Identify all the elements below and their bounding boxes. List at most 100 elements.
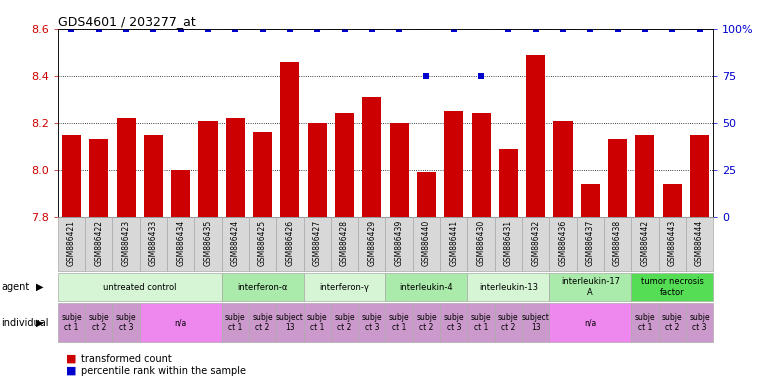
Bar — [304, 217, 331, 271]
Point — [393, 26, 406, 32]
Point — [365, 26, 378, 32]
Point — [147, 26, 160, 32]
Point — [120, 26, 133, 32]
Bar — [444, 111, 463, 217]
Bar — [467, 217, 495, 271]
Text: subje
ct 2: subje ct 2 — [252, 313, 273, 332]
Text: ▶: ▶ — [36, 318, 44, 328]
Point — [420, 73, 433, 79]
Bar — [495, 217, 522, 271]
Bar — [658, 217, 686, 271]
Text: GSM886435: GSM886435 — [204, 220, 213, 266]
Bar — [359, 217, 386, 271]
Text: subje
ct 2: subje ct 2 — [334, 313, 355, 332]
Bar — [440, 217, 467, 271]
Text: interleukin-4: interleukin-4 — [399, 283, 453, 291]
Bar — [58, 217, 85, 271]
Text: agent: agent — [2, 282, 30, 292]
Text: tumor necrosis
factor: tumor necrosis factor — [641, 277, 704, 297]
Text: GSM886440: GSM886440 — [422, 220, 431, 266]
Bar — [440, 303, 467, 342]
Point — [557, 26, 569, 32]
Text: subje
ct 2: subje ct 2 — [498, 313, 519, 332]
Bar — [686, 217, 713, 271]
Text: subje
ct 2: subje ct 2 — [662, 313, 682, 332]
Text: GSM886442: GSM886442 — [641, 220, 649, 266]
Text: n/a: n/a — [174, 318, 187, 327]
Text: GSM886424: GSM886424 — [231, 220, 240, 266]
Point — [584, 26, 597, 32]
Bar — [549, 217, 577, 271]
Point — [311, 26, 323, 32]
Bar — [522, 217, 549, 271]
Text: interferon-α: interferon-α — [237, 283, 288, 291]
Bar — [635, 135, 655, 217]
Bar — [581, 184, 600, 217]
Bar — [281, 62, 299, 217]
Point — [93, 26, 105, 32]
Bar — [662, 184, 682, 217]
Bar — [631, 303, 658, 342]
Text: subject
13: subject 13 — [522, 313, 550, 332]
Bar — [85, 217, 113, 271]
Bar — [386, 217, 412, 271]
Bar — [113, 217, 140, 271]
Text: subje
ct 3: subje ct 3 — [443, 313, 464, 332]
Bar — [140, 217, 167, 271]
Text: subje
ct 1: subje ct 1 — [307, 313, 328, 332]
Bar — [335, 113, 354, 217]
Bar — [276, 303, 304, 342]
Bar — [221, 217, 249, 271]
Bar — [304, 273, 386, 301]
Point — [502, 26, 514, 32]
Bar — [467, 303, 495, 342]
Text: GSM886425: GSM886425 — [258, 220, 267, 266]
Bar — [608, 139, 627, 217]
Text: n/a: n/a — [584, 318, 597, 327]
Bar — [221, 273, 304, 301]
Text: transformed count: transformed count — [81, 354, 172, 364]
Bar — [276, 217, 304, 271]
Text: subje
ct 3: subje ct 3 — [689, 313, 710, 332]
Point — [202, 26, 214, 32]
Point — [475, 73, 487, 79]
Bar — [658, 303, 686, 342]
Bar — [526, 55, 545, 217]
Text: GSM886439: GSM886439 — [395, 220, 404, 266]
Bar — [412, 303, 440, 342]
Bar — [549, 273, 631, 301]
Point — [284, 26, 296, 32]
Text: GSM886437: GSM886437 — [586, 220, 594, 266]
Text: individual: individual — [2, 318, 49, 328]
Bar — [549, 303, 631, 342]
Text: GSM886444: GSM886444 — [695, 220, 704, 266]
Bar — [221, 303, 249, 342]
Text: subje
ct 2: subje ct 2 — [89, 313, 109, 332]
Text: subje
ct 2: subje ct 2 — [416, 313, 437, 332]
Text: GSM886430: GSM886430 — [476, 220, 486, 266]
Bar — [58, 273, 221, 301]
Point — [257, 26, 269, 32]
Bar — [495, 303, 522, 342]
Bar — [249, 217, 276, 271]
Bar — [577, 217, 604, 271]
Text: subje
ct 1: subje ct 1 — [389, 313, 409, 332]
Bar — [362, 97, 382, 217]
Bar — [522, 303, 549, 342]
Bar — [386, 273, 467, 301]
Bar — [226, 118, 245, 217]
Point — [229, 26, 241, 32]
Text: GSM886429: GSM886429 — [367, 220, 376, 266]
Bar — [58, 303, 85, 342]
Text: subject
13: subject 13 — [276, 313, 304, 332]
Text: GSM886443: GSM886443 — [668, 220, 677, 266]
Point — [611, 26, 624, 32]
Bar — [167, 217, 194, 271]
Text: percentile rank within the sample: percentile rank within the sample — [81, 366, 246, 376]
Bar — [412, 217, 440, 271]
Bar — [140, 303, 221, 342]
Text: untreated control: untreated control — [103, 283, 177, 291]
Point — [338, 26, 351, 32]
Bar — [499, 149, 518, 217]
Bar — [690, 135, 709, 217]
